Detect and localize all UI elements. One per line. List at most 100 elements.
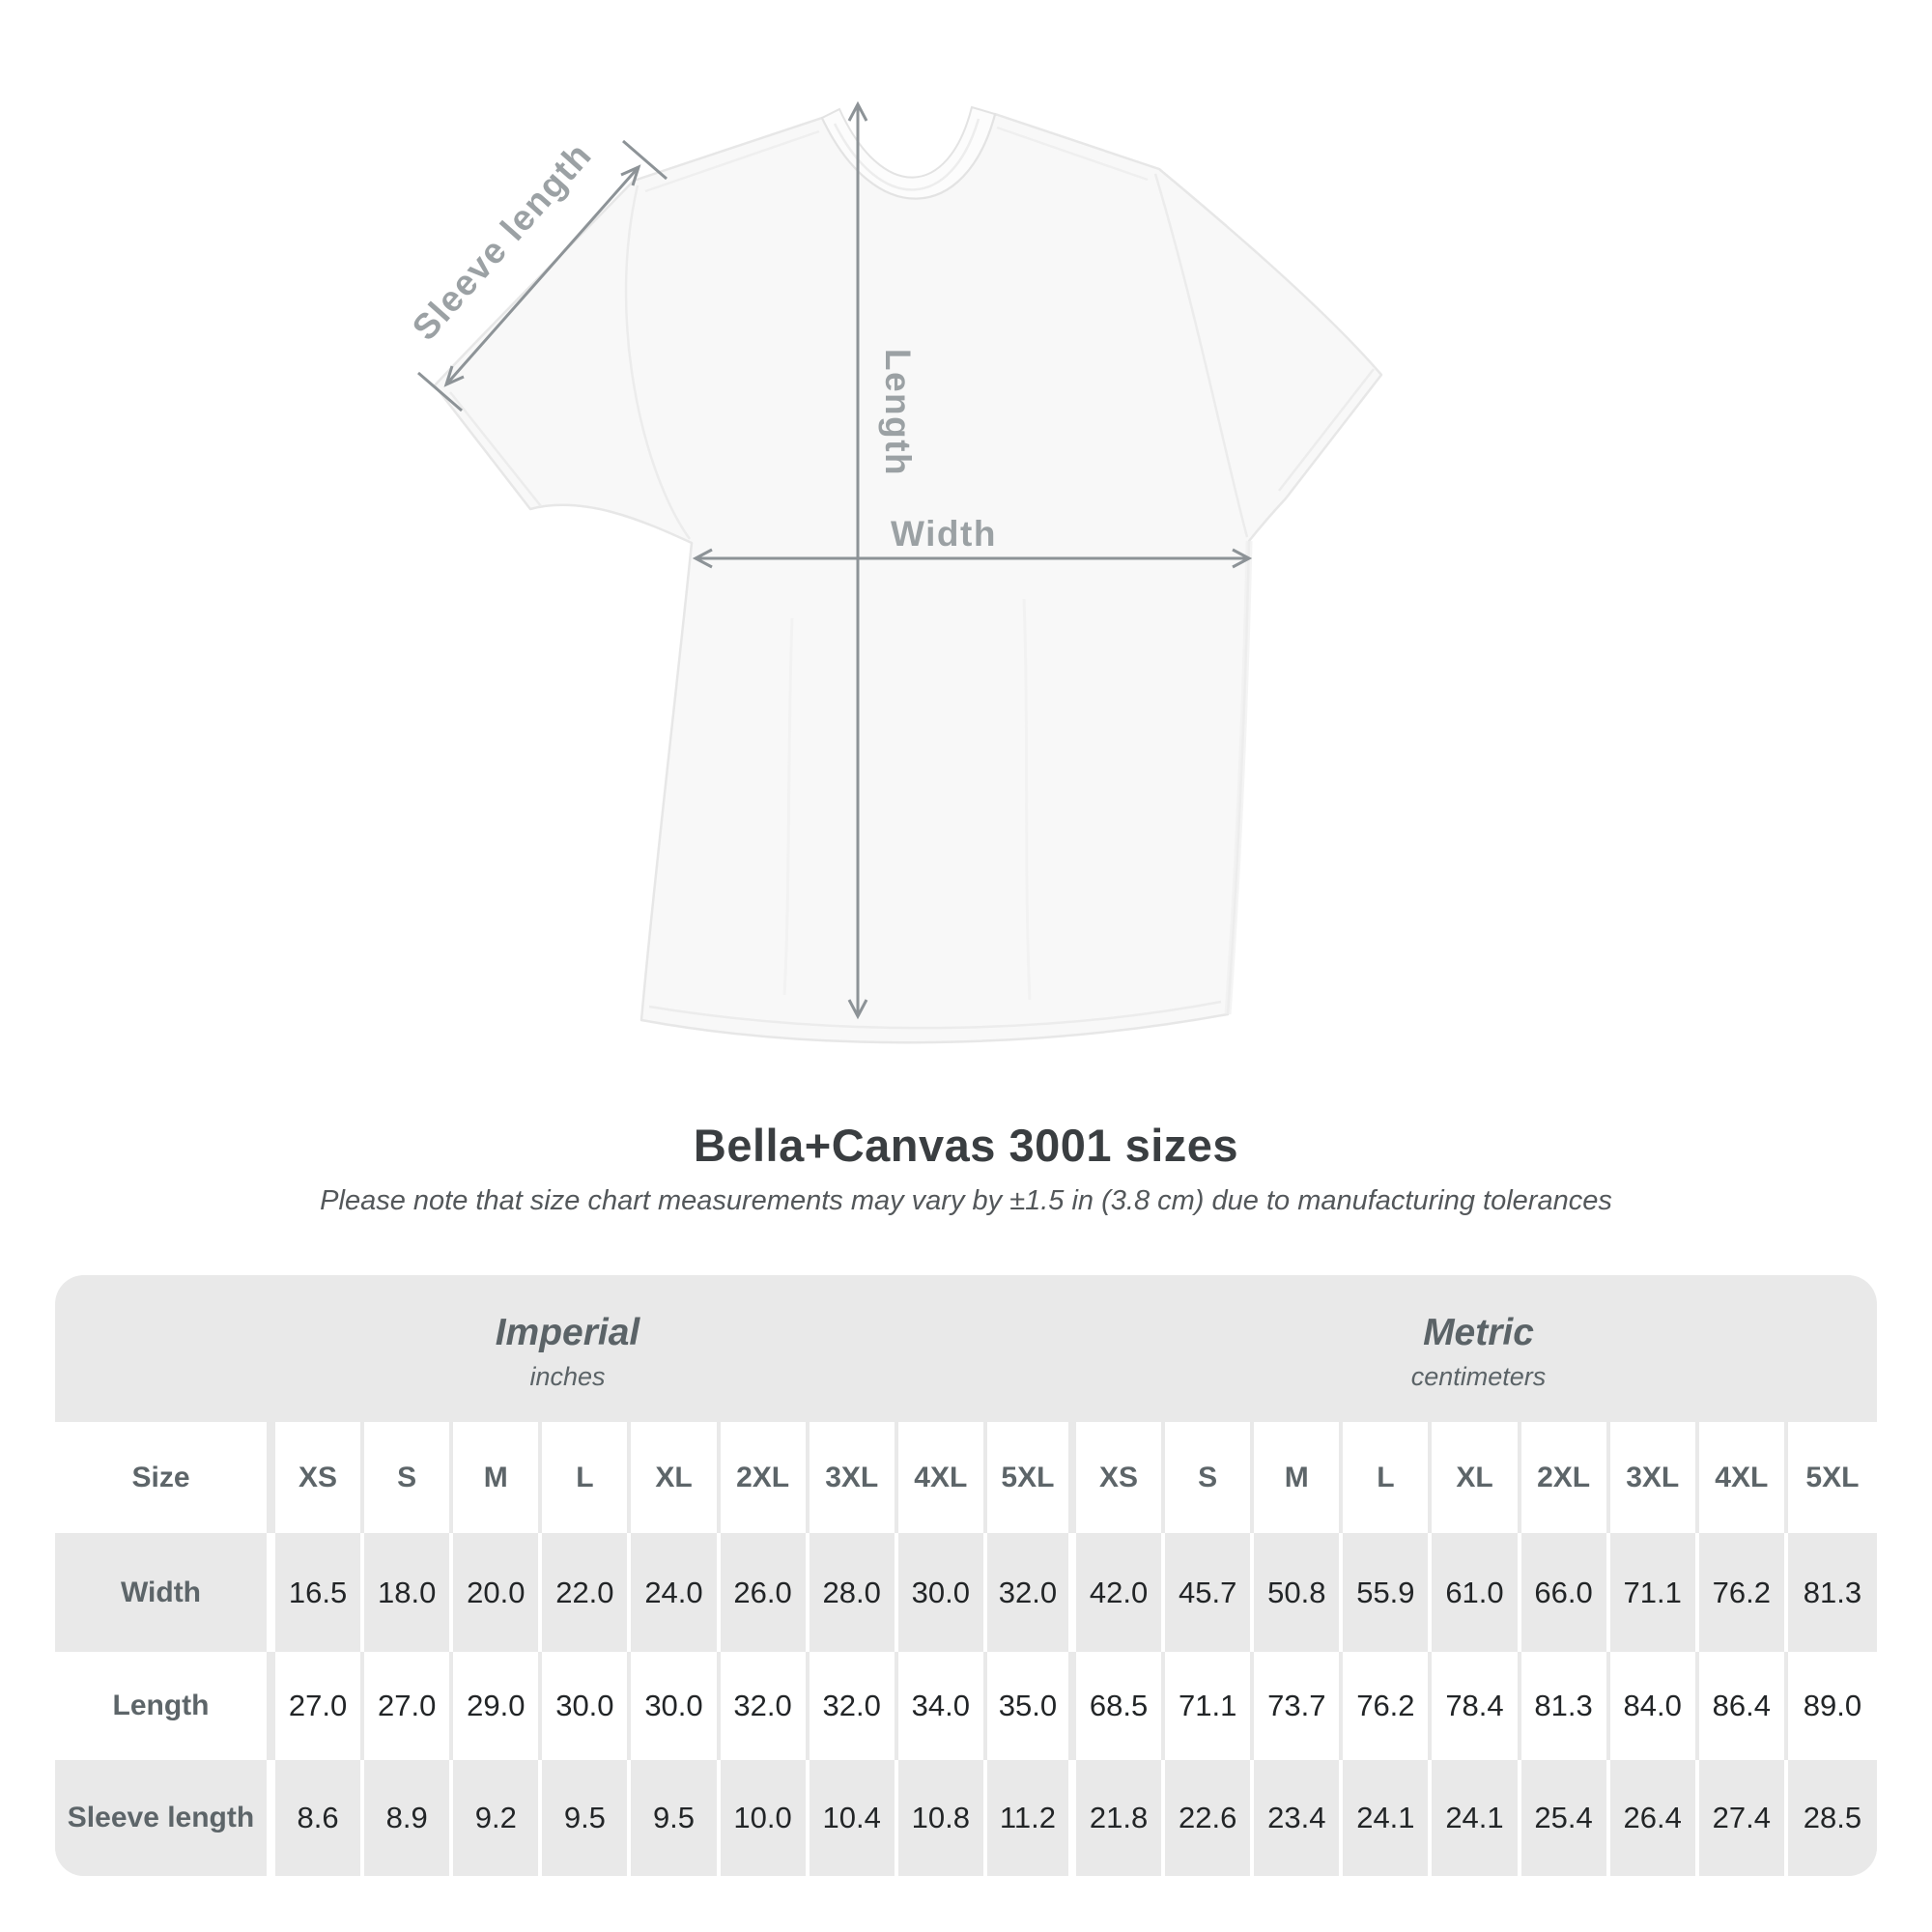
length-row: Length 27.0 27.0 29.0 30.0 30.0 32.0 32.0 34.0 35… (55, 1652, 1877, 1760)
imperial-size-header: 3XL (809, 1422, 898, 1533)
imperial-value-cell: 10.0 (720, 1760, 810, 1876)
imperial-size-header: S (364, 1422, 454, 1533)
imperial-value-cell: 24.0 (631, 1533, 721, 1652)
metric-size-header: L (1343, 1422, 1433, 1533)
metric-size-header: XS (1076, 1422, 1166, 1533)
measurement-row-label: Length (55, 1652, 275, 1760)
metric-value-cell: 66.0 (1520, 1533, 1610, 1652)
imperial-size-header: XS (275, 1422, 365, 1533)
tshirt-illustration: Sleeve length Length Width (405, 100, 1383, 1044)
imperial-value-cell: 9.2 (453, 1760, 543, 1876)
imperial-value-cell: 32.0 (809, 1652, 898, 1760)
metric-value-cell: 89.0 (1787, 1652, 1877, 1760)
metric-size-header: M (1254, 1422, 1344, 1533)
imperial-unit-label: inches (529, 1361, 606, 1391)
metric-value-cell: 78.4 (1432, 1652, 1521, 1760)
imperial-value-cell: 28.0 (809, 1533, 898, 1652)
metric-size-header: 2XL (1520, 1422, 1610, 1533)
imperial-value-cell: 26.0 (720, 1533, 810, 1652)
measurement-row-label: Width (55, 1533, 275, 1652)
metric-value-cell: 81.3 (1787, 1533, 1877, 1652)
length-label: Length (878, 349, 918, 476)
imperial-value-cell: 18.0 (364, 1533, 454, 1652)
metric-value-cell: 86.4 (1698, 1652, 1788, 1760)
metric-group-header: Metric centimeters (1080, 1275, 1877, 1422)
metric-value-cell: 55.9 (1343, 1533, 1433, 1652)
metric-value-cell: 68.5 (1076, 1652, 1166, 1760)
metric-label: Metric (1423, 1311, 1534, 1353)
metric-value-cell: 71.1 (1609, 1533, 1699, 1652)
imperial-value-cell: 35.0 (986, 1652, 1076, 1760)
metric-size-header: 4XL (1698, 1422, 1788, 1533)
imperial-label: Imperial (495, 1311, 640, 1353)
metric-value-cell: 45.7 (1165, 1533, 1255, 1652)
imperial-size-header: 5XL (986, 1422, 1076, 1533)
imperial-value-cell: 11.2 (986, 1760, 1076, 1876)
sleeve-length-row: Sleeve length 8.6 8.9 9.2 9.5 9.5 10.0 10.4 10.8… (55, 1760, 1877, 1876)
metric-value-cell: 84.0 (1609, 1652, 1699, 1760)
metric-value-cell: 76.2 (1343, 1652, 1433, 1760)
unit-group-header-row: Imperial inches Metric centimeters (55, 1275, 1877, 1422)
metric-value-cell: 23.4 (1254, 1760, 1344, 1876)
shirt-diagram: Sleeve length Length Width (405, 100, 1383, 1044)
imperial-value-cell: 29.0 (453, 1652, 543, 1760)
imperial-value-cell: 9.5 (631, 1760, 721, 1876)
imperial-size-header: 2XL (720, 1422, 810, 1533)
imperial-value-cell: 32.0 (720, 1652, 810, 1760)
imperial-size-header: M (453, 1422, 543, 1533)
imperial-value-cell: 16.5 (275, 1533, 365, 1652)
metric-size-header: 3XL (1609, 1422, 1699, 1533)
metric-size-header: 5XL (1787, 1422, 1877, 1533)
imperial-value-cell: 10.8 (897, 1760, 987, 1876)
metric-value-cell: 61.0 (1432, 1533, 1521, 1652)
imperial-value-cell: 20.0 (453, 1533, 543, 1652)
imperial-value-cell: 32.0 (986, 1533, 1076, 1652)
metric-value-cell: 42.0 (1076, 1533, 1166, 1652)
metric-value-cell: 25.4 (1520, 1760, 1610, 1876)
width-row: Width 16.5 18.0 20.0 22.0 24.0 26.0 28.0 30.0 32.… (55, 1533, 1877, 1652)
imperial-group-header: Imperial inches (55, 1275, 1080, 1422)
metric-value-cell: 24.1 (1343, 1760, 1433, 1876)
imperial-value-cell: 30.0 (897, 1533, 987, 1652)
size-column-header: Size (55, 1422, 275, 1533)
measurement-row-label: Sleeve length (55, 1760, 275, 1876)
imperial-value-cell: 27.0 (364, 1652, 454, 1760)
metric-value-cell: 81.3 (1520, 1652, 1610, 1760)
metric-value-cell: 28.5 (1787, 1760, 1877, 1876)
imperial-value-cell: 8.6 (275, 1760, 365, 1876)
imperial-value-cell: 30.0 (542, 1652, 632, 1760)
imperial-size-header: XL (631, 1422, 721, 1533)
imperial-size-header: L (542, 1422, 632, 1533)
tshirt-shape (433, 105, 1383, 1044)
imperial-value-cell: 27.0 (275, 1652, 365, 1760)
imperial-value-cell: 10.4 (809, 1760, 898, 1876)
imperial-value-cell: 9.5 (542, 1760, 632, 1876)
metric-value-cell: 22.6 (1165, 1760, 1255, 1876)
caption: Bella+Canvas 3001 sizes Please note that… (0, 1119, 1932, 1217)
metric-size-header: XL (1432, 1422, 1521, 1533)
sleeve-length-dimension (417, 139, 668, 412)
metric-value-cell: 26.4 (1609, 1760, 1699, 1876)
metric-value-cell: 21.8 (1076, 1760, 1166, 1876)
metric-unit-label: centimeters (1410, 1361, 1547, 1391)
metric-value-cell: 73.7 (1254, 1652, 1344, 1760)
imperial-value-cell: 22.0 (542, 1533, 632, 1652)
metric-value-cell: 24.1 (1432, 1760, 1521, 1876)
imperial-value-cell: 8.9 (364, 1760, 454, 1876)
metric-value-cell: 71.1 (1165, 1652, 1255, 1760)
metric-value-cell: 50.8 (1254, 1533, 1344, 1652)
width-dimension (692, 548, 1253, 569)
width-label: Width (891, 514, 997, 554)
page-title: Bella+Canvas 3001 sizes (693, 1120, 1239, 1171)
metric-size-header: S (1165, 1422, 1255, 1533)
page-subtitle: Please note that size chart measurements… (320, 1185, 1612, 1216)
imperial-size-header: 4XL (897, 1422, 987, 1533)
imperial-value-cell: 30.0 (631, 1652, 721, 1760)
imperial-value-cell: 34.0 (897, 1652, 987, 1760)
metric-value-cell: 76.2 (1698, 1533, 1788, 1652)
metric-value-cell: 27.4 (1698, 1760, 1788, 1876)
size-table: Imperial inches Metric centimeters Size X… (55, 1275, 1877, 1876)
size-header-row: Size XS S M L XL 2XL 3XL 4XL 5XL XS S M L XL 2XL 3XL 4XL 5… (55, 1422, 1877, 1533)
length-dimension (847, 100, 868, 1020)
